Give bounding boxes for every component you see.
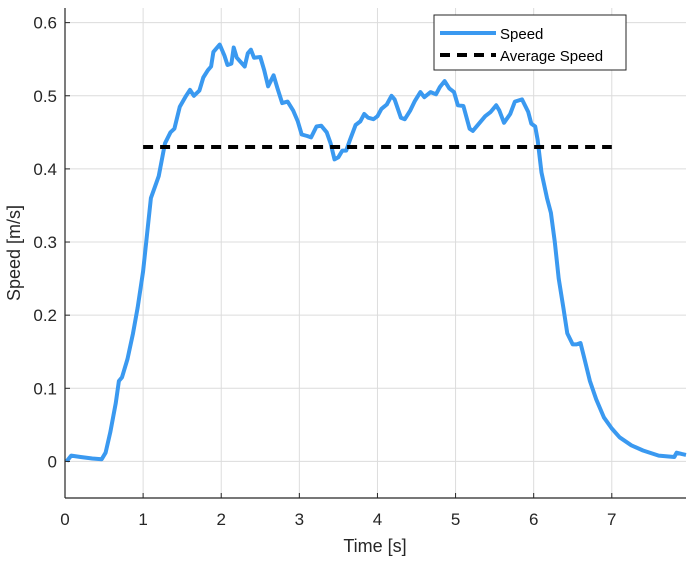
y-tick-label: 0.4 (33, 160, 57, 179)
tick-labels: 0 1 2 3 4 5 6 7 0 0.1 0.2 0.3 0.4 0.5 0.6 (33, 14, 616, 529)
y-tick-label: 0.1 (33, 379, 57, 398)
x-tick-label: 0 (60, 510, 69, 529)
x-tick-label: 3 (295, 510, 304, 529)
legend-label-speed: Speed (500, 26, 543, 43)
grid (64, 8, 686, 498)
series-layer (65, 42, 687, 463)
x-tick-label: 6 (529, 510, 538, 529)
x-tick-label: 2 (216, 510, 225, 529)
y-tick-label: 0 (48, 452, 57, 471)
axes (64, 8, 686, 499)
y-tick-label: 0.3 (33, 233, 57, 252)
legend-label-average-speed: Average Speed (500, 48, 603, 65)
y-tick-label: 0.5 (33, 87, 57, 106)
x-tick-label: 1 (138, 510, 147, 529)
y-tick-label: 0.6 (33, 14, 57, 33)
legend-box (433, 14, 627, 71)
x-tick-label: 4 (373, 510, 382, 529)
y-tick-label: 0.2 (33, 306, 57, 325)
x-tick-label: 5 (451, 510, 460, 529)
y-axis-label: Speed [m/s] (4, 205, 24, 301)
x-tick-label: 7 (607, 510, 616, 529)
x-axis-label: Time [s] (343, 536, 406, 556)
legend: Speed Average Speed (433, 14, 627, 71)
series-line-speed (65, 42, 687, 463)
